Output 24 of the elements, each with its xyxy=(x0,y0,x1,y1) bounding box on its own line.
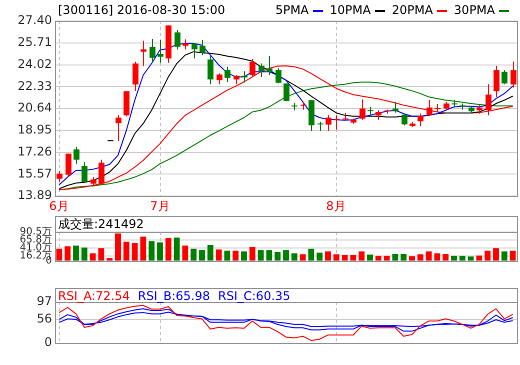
series-label: RSI_C:60.35 xyxy=(218,289,290,303)
chart-title: 成交量:241492 xyxy=(58,217,144,231)
legend-label: 20PMA xyxy=(392,3,433,17)
y-tick-label: 25.71 xyxy=(18,35,52,50)
y-tick-label: 20.64 xyxy=(18,100,52,115)
y-tick-label: 56 xyxy=(36,311,52,326)
x-tick-label: 6月 xyxy=(49,199,69,213)
y-tick-label: 0 xyxy=(44,335,52,350)
legend-label: 5PMA xyxy=(275,3,309,17)
y-tick-label: 24.02 xyxy=(18,56,52,71)
legend-label: 30PMA xyxy=(454,3,495,17)
y-tick-label: 27.40 xyxy=(18,13,52,28)
series-label: RSI_A:72.54 xyxy=(58,289,130,303)
series-label: RSI_B:65.98 xyxy=(138,289,210,303)
x-tick-label: 7月 xyxy=(150,199,170,213)
y-tick-label: 18.95 xyxy=(18,122,52,137)
legend-label: 10PMA xyxy=(330,3,371,17)
y-tick-label: 15.57 xyxy=(18,166,52,180)
y-tick-label: 22.33 xyxy=(18,78,52,93)
y-tick-label: 13.89 xyxy=(18,188,52,202)
x-tick-label: 8月 xyxy=(326,199,346,213)
y-tick-label: 17.26 xyxy=(18,144,52,158)
chart-title: [300116] 2016-08-30 15:00 xyxy=(58,3,226,17)
y-tick-label: 97 xyxy=(36,294,52,308)
